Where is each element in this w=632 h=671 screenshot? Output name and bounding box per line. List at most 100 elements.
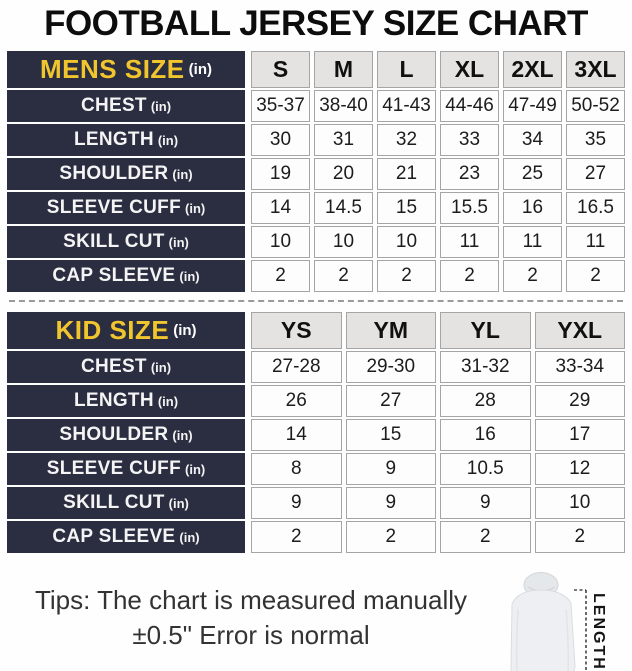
row-unit: (in) (172, 427, 193, 443)
row-values: 2 2 2 2 2 2 (251, 260, 625, 292)
table-row-mens-shoulder: SHOULDER (in) 19 20 21 23 25 27 (7, 158, 625, 190)
row-values: 19 20 21 23 25 27 (251, 158, 625, 190)
dashed-divider (9, 300, 623, 302)
value-cell: 8 (251, 453, 342, 485)
row-label-cell: LENGTH (in) (7, 124, 245, 156)
row-label-cell: SKILL CUT (in) (7, 487, 245, 519)
value-cell: 44-46 (440, 90, 499, 122)
mens-col-3xl: 3XL (566, 51, 625, 88)
row-unit: (in) (185, 461, 206, 477)
mens-col-s: S (251, 51, 310, 88)
row-label-cell: CAP SLEEVE (in) (7, 260, 245, 292)
row-label-cell: LENGTH (in) (7, 385, 245, 417)
row-values: 35-37 38-40 41-43 44-46 47-49 50-52 (251, 90, 625, 122)
value-cell: 17 (534, 419, 625, 451)
row-label: SKILL CUT (63, 231, 165, 252)
table-row-mens-cap-sleeve: CAP SLEEVE (in) 2 2 2 2 2 2 (7, 260, 625, 292)
row-values: 14 14.5 15 15.5 16 16.5 (251, 192, 625, 224)
value-cell: 31-32 (440, 351, 531, 383)
jersey-length-diagram: LENGTH (488, 569, 628, 671)
value-cell: 10 (314, 226, 373, 258)
table-row-mens-sleeve-cuff: SLEEVE CUFF (in) 14 14.5 15 15.5 16 16.5 (7, 192, 625, 224)
value-cell: 2 (440, 521, 531, 553)
value-cell: 19 (251, 158, 310, 190)
row-label: LENGTH (73, 129, 154, 150)
mens-col-2xl: 2XL (503, 51, 562, 88)
row-label-cell: CAP SLEEVE (in) (7, 521, 245, 553)
mens-col-m: M (314, 51, 373, 88)
jersey-shade-line (515, 608, 519, 671)
kids-col-yl: YL (440, 312, 531, 349)
row-label: LENGTH (73, 390, 154, 411)
row-label-cell: CHEST (in) (7, 90, 245, 122)
kids-col-ys: YS (251, 312, 342, 349)
value-cell: 15.5 (440, 192, 499, 224)
tips-line2: ±0.5" Error is normal (132, 620, 370, 651)
row-values: 2 2 2 2 (251, 521, 625, 553)
value-cell: 14 (251, 419, 342, 451)
value-cell: 20 (314, 158, 373, 190)
row-values: 9 9 9 10 (251, 487, 625, 519)
value-cell: 10 (251, 226, 310, 258)
row-unit: (in) (179, 529, 200, 545)
table-row-kids-cap-sleeve: CAP SLEEVE (in) 2 2 2 2 (7, 521, 625, 553)
row-label-cell: SHOULDER (in) (7, 158, 245, 190)
kid-size-label: KID SIZE (55, 315, 170, 345)
value-cell: 2 (440, 260, 499, 292)
value-cell: 38-40 (314, 90, 373, 122)
kids-column-headers: YS YM YL YXL (251, 312, 625, 349)
kids-col-ym: YM (345, 312, 436, 349)
value-cell: 9 (440, 487, 531, 519)
value-cell: 15 (345, 419, 436, 451)
row-label: CAP SLEEVE (52, 526, 176, 547)
value-cell: 2 (345, 521, 436, 553)
kids-table-title-cell: KID SIZE (in) (7, 312, 245, 349)
value-cell: 11 (440, 226, 499, 258)
row-label: CHEST (80, 95, 147, 116)
length-label: LENGTH (590, 593, 607, 671)
table-row-mens-length: LENGTH (in) 30 31 32 33 34 35 (7, 124, 625, 156)
value-cell: 14 (251, 192, 310, 224)
table-row-kids-length: LENGTH (in) 26 27 28 29 (7, 385, 625, 417)
row-label-cell: SHOULDER (in) (7, 419, 245, 451)
table-row-kids-shoulder: SHOULDER (in) 14 15 16 17 (7, 419, 625, 451)
value-cell: 10 (377, 226, 436, 258)
row-label: CHEST (80, 356, 147, 377)
row-values: 8 9 10.5 12 (251, 453, 625, 485)
value-cell: 35-37 (251, 90, 310, 122)
value-cell: 9 (345, 453, 436, 485)
value-cell: 10 (534, 487, 625, 519)
row-values: 10 10 10 11 11 11 (251, 226, 625, 258)
row-label-cell: SLEEVE CUFF (in) (7, 453, 245, 485)
value-cell: 2 (251, 260, 310, 292)
value-cell: 33-34 (534, 351, 625, 383)
row-unit: (in) (157, 132, 179, 148)
value-cell: 32 (377, 124, 436, 156)
value-cell: 21 (377, 158, 436, 190)
kids-col-yxl: YXL (534, 312, 625, 349)
row-values: 27-28 29-30 31-32 33-34 (251, 351, 625, 383)
row-label: CAP SLEEVE (52, 265, 176, 286)
value-cell: 14.5 (314, 192, 373, 224)
value-cell: 10.5 (440, 453, 531, 485)
hoodie-back-illustration: LENGTH (510, 572, 607, 671)
value-cell: 29 (534, 385, 625, 417)
row-unit: (in) (185, 200, 206, 216)
value-cell: 15 (377, 192, 436, 224)
value-cell: 11 (566, 226, 625, 258)
value-cell: 16 (440, 419, 531, 451)
row-values: 30 31 32 33 34 35 (251, 124, 625, 156)
value-cell: 2 (503, 260, 562, 292)
value-cell: 9 (251, 487, 342, 519)
mens-size-unit: (in) (188, 61, 212, 78)
kid-size-unit: (in) (173, 322, 197, 339)
row-label: SHOULDER (59, 163, 169, 184)
row-label: SLEEVE CUFF (46, 458, 181, 479)
row-unit: (in) (150, 359, 172, 375)
page-title: FOOTBALL JERSEY SIZE CHART (44, 4, 588, 43)
value-cell: 31 (314, 124, 373, 156)
mens-column-headers: S M L XL 2XL 3XL (251, 51, 625, 88)
jersey-body-shape (510, 589, 576, 671)
value-cell: 9 (345, 487, 436, 519)
